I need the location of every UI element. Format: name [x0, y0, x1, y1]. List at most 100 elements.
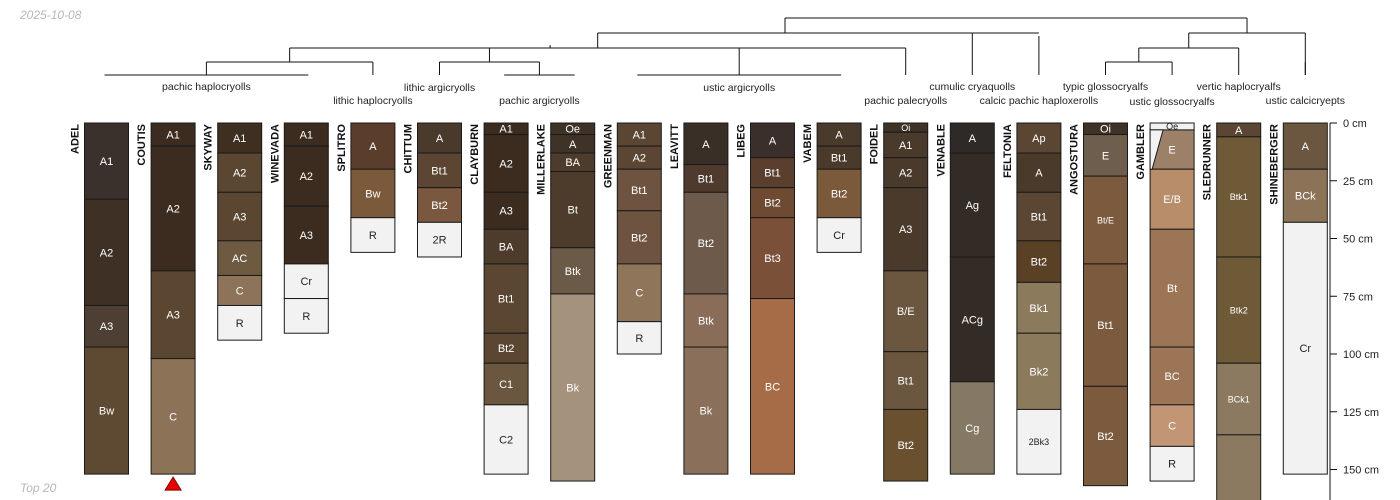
profile-name: FELTONIA: [1002, 124, 1014, 178]
horizon-label: Btk: [698, 315, 714, 327]
profile-libeg: LIBEG A Bt1 Bt2 Bt3 BC: [736, 122, 795, 475]
horizon-label: Bw: [365, 188, 380, 200]
horizon: [949, 381, 995, 475]
horizon-label: Bt2: [1097, 431, 1114, 443]
horizon-label: Bk: [699, 406, 712, 418]
horizon: [217, 304, 263, 341]
horizon-label: C: [1168, 421, 1176, 433]
axis-tick-label: 25 cm: [1343, 176, 1373, 188]
horizon: [150, 270, 196, 360]
horizon-label: Oe: [565, 124, 580, 136]
horizon-label: Btk2: [1230, 305, 1248, 315]
profile-name: FOIDEL: [869, 124, 881, 165]
profile-name: CHITTUM: [403, 124, 415, 174]
profile-name: LIBEG: [736, 124, 748, 158]
profile-venable: VENABLE A Ag ACg Cg: [935, 122, 995, 475]
horizon-label: Cr: [300, 276, 312, 288]
profile-name: VABEM: [802, 124, 814, 163]
horizon: [483, 134, 529, 193]
horizon: [616, 210, 662, 265]
axis-tick-label: 75 cm: [1343, 291, 1373, 303]
horizon: [1083, 175, 1128, 265]
horizon-label: Ag: [966, 200, 979, 212]
group-label-10: vertic haplocryalfs: [1197, 81, 1281, 93]
horizon-label: Bt2: [831, 188, 848, 200]
horizon: [616, 168, 662, 212]
horizon: [1149, 404, 1195, 447]
horizon-label: Cg: [965, 423, 979, 435]
horizon: [883, 131, 929, 159]
profile-vabem: VABEM A Bt1 Bt2 Cr: [802, 122, 862, 253]
horizon: [949, 256, 995, 383]
horizon-label: A1: [100, 156, 113, 168]
profile-clayburn: CLAYBURN A1 A2 A3 BA Bt1 Bt2 C1 C2: [469, 122, 529, 475]
profile-name: CLAYBURN: [469, 124, 481, 185]
horizon-label: 2Bk3: [1029, 437, 1050, 447]
taxon-label: typic glossocryalfs: [1063, 81, 1148, 93]
horizon-label: A1: [233, 133, 246, 145]
horizon-label: BC: [1164, 371, 1179, 383]
horizon-label: A3: [166, 310, 179, 322]
profile-skyway: SKYWAY A1 A2 A3 AC C R: [203, 122, 263, 341]
group-label-9: ustic glossocryalfs: [1129, 96, 1214, 108]
horizon-label: Bt2: [764, 198, 781, 210]
profile-winevada: WINEVADA A1 A2 A3 Cr R: [269, 122, 329, 334]
horizon: [483, 228, 529, 265]
horizon-label: C: [236, 285, 244, 297]
horizon-label: C: [635, 288, 643, 300]
horizon: [550, 247, 596, 295]
horizon: [217, 240, 263, 276]
group-label-2: lithic argicryolls: [404, 82, 475, 94]
horizon-label: E: [1168, 145, 1175, 157]
horizon-label: A1: [166, 130, 179, 142]
group-label-11: ustic calcicryepts: [1266, 95, 1345, 107]
profile-name: ADEL: [70, 124, 82, 154]
profile-shineberger: SHINEBERGER A BCk Cr: [1268, 122, 1328, 475]
horizon: [1016, 152, 1062, 193]
horizon: [283, 263, 329, 300]
horizon: [283, 298, 329, 334]
horizon: [350, 217, 396, 253]
horizon-label: C: [169, 411, 177, 423]
depth-axis: 0 cm 25 cm 50 cm 75 cm 100 cm 125 cm 150 cm: [1329, 118, 1379, 500]
horizon: [1216, 434, 1262, 500]
horizon-label: ACg: [962, 314, 983, 326]
horizon: [616, 321, 662, 355]
horizon: [816, 217, 862, 253]
axis-tick-label: 100 cm: [1343, 349, 1379, 361]
horizon-label: A: [969, 133, 977, 145]
horizon-label: Bt2: [698, 238, 715, 250]
horizon: [1282, 122, 1328, 170]
dendrogram: [205, 17, 1306, 75]
horizon-label: R: [236, 318, 244, 330]
horizon: [1149, 445, 1195, 482]
profile-name: MILLERLAKE: [536, 124, 548, 195]
group-label-6: cumulic cryaquolls: [929, 81, 1015, 93]
group-labels: pachic haplocryolls lithic haplocryollsli…: [104, 74, 1345, 108]
horizon: [1083, 263, 1128, 387]
horizon-label: Oe: [1166, 122, 1178, 132]
horizon-label: BC: [765, 381, 780, 393]
horizon: [417, 152, 462, 189]
horizon-label: Bk2: [1029, 366, 1048, 378]
horizon-label: B/E: [897, 306, 915, 318]
horizon-label: R: [302, 311, 310, 323]
profile-name: COUTIS: [136, 124, 148, 166]
horizon-label: BA: [499, 242, 514, 254]
horizon: [1216, 256, 1262, 364]
horizon: [417, 122, 462, 154]
horizon-label: Cr: [1299, 343, 1311, 355]
profile-coutis: COUTIS A1 A2 A3 C: [136, 122, 196, 491]
horizon-label: A1: [300, 130, 313, 142]
horizon: [1282, 168, 1328, 223]
profile-name: LEAVITT: [669, 124, 681, 169]
taxon-label: cumulic cryaquolls: [929, 81, 1015, 93]
horizon-label: Bt1: [831, 153, 848, 165]
horizon: [1149, 346, 1195, 406]
horizon: [483, 404, 529, 475]
horizon-label: Bt3: [764, 253, 781, 265]
horizon-label: A3: [899, 224, 912, 236]
horizon: [550, 293, 596, 482]
profile-sledrunner: SLEDRUNNER A Btk1 Btk2 BCk1: [1202, 122, 1262, 500]
horizon: [150, 145, 196, 272]
